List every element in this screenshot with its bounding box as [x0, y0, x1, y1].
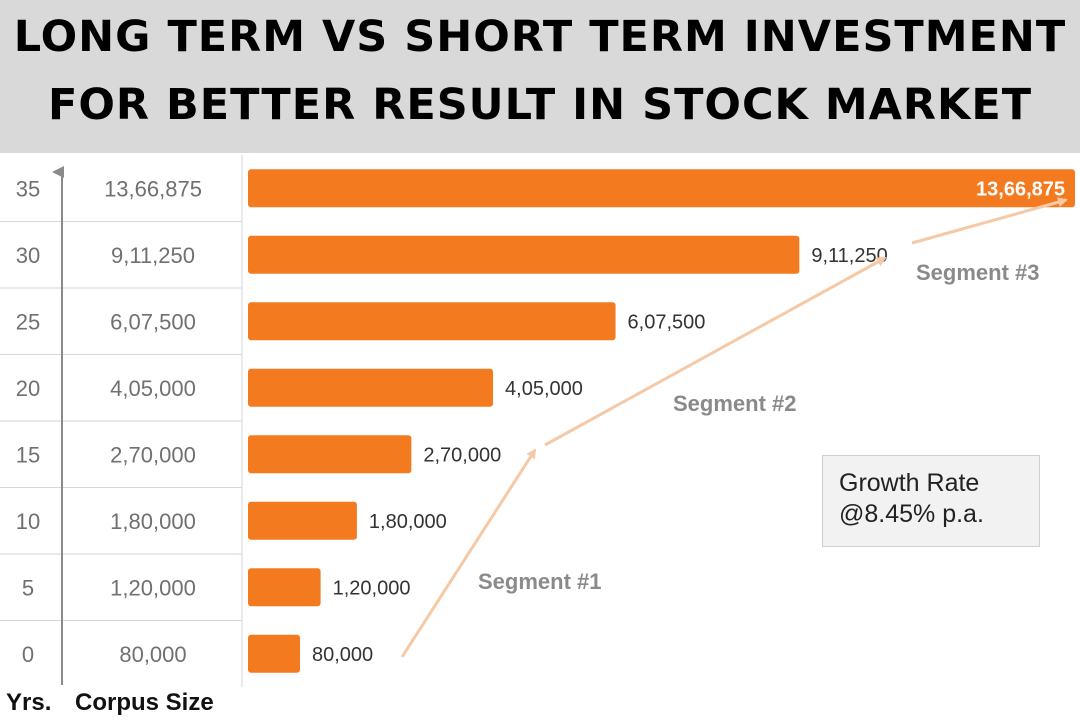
- bar: [248, 501, 357, 540]
- year-tick-label: 25: [16, 309, 40, 334]
- bar-value-label: 13,66,875: [976, 178, 1065, 200]
- year-tick-label: 5: [22, 575, 34, 600]
- year-tick-label: 30: [16, 243, 40, 268]
- corpus-tick-label: 80,000: [119, 642, 186, 667]
- year-tick-label: 15: [16, 442, 40, 467]
- corpus-tick-label: 6,07,500: [110, 309, 196, 334]
- x-axis-title: Corpus Size: [75, 689, 214, 716]
- bar-value-label: 4,05,000: [505, 378, 583, 400]
- growth-rate-box: Growth Rate @8.45% p.a.: [822, 455, 1040, 547]
- segment-1-label: Segment #1: [478, 569, 602, 594]
- corpus-tick-label: 2,70,000: [110, 442, 196, 467]
- year-tick-label: 0: [22, 642, 34, 667]
- bar-value-label: 9,11,250: [811, 245, 887, 267]
- bar-value-label: 1,80,000: [369, 511, 447, 533]
- growth-arrow: [400, 448, 537, 658]
- year-tick-label: 20: [16, 376, 40, 401]
- bar: [248, 235, 800, 274]
- bar: [248, 169, 1075, 208]
- growth-rate-line-1: Growth Rate: [839, 469, 980, 497]
- corpus-tick-label: 9,11,250: [111, 243, 195, 268]
- bar: [248, 302, 616, 341]
- corpus-tick-label: 4,05,000: [110, 376, 196, 401]
- title-banner: LONG TERM VS SHORT TERM INVESTMENT FOR B…: [0, 0, 1080, 153]
- y-axis-title: Yrs.: [6, 689, 51, 716]
- corpus-tick-label: 1,80,000: [110, 509, 196, 534]
- growth-arrow: [544, 256, 887, 447]
- bar-value-label: 80,000: [312, 644, 373, 666]
- year-tick-label: 35: [16, 176, 40, 201]
- segment-2-label: Segment #2: [673, 391, 797, 416]
- title-line-1: LONG TERM VS SHORT TERM INVESTMENT: [13, 12, 1067, 62]
- segment-3-label: Segment #3: [916, 260, 1040, 285]
- bar: [248, 435, 412, 474]
- bar-value-label: 6,07,500: [628, 311, 706, 333]
- bar-value-label: 1,20,000: [333, 577, 411, 599]
- bar: [248, 634, 300, 673]
- bar: [248, 368, 494, 407]
- growth-rate-line-2: @8.45% p.a.: [839, 500, 984, 528]
- year-tick-label: 10: [16, 509, 40, 534]
- growth-arrow: [911, 197, 1068, 245]
- corpus-tick-label: 1,20,000: [110, 575, 196, 600]
- bar-value-label: 2,70,000: [423, 444, 501, 466]
- corpus-tick-label: 13,66,875: [104, 176, 202, 201]
- title-line-2: FOR BETTER RESULT IN STOCK MARKET: [47, 80, 1033, 130]
- bar: [248, 568, 321, 607]
